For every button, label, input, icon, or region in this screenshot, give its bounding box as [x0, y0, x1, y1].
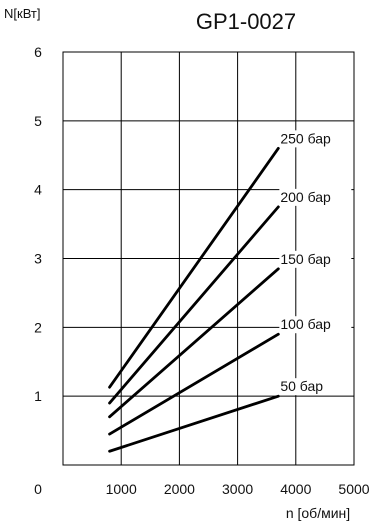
x-tick-labels: 1000 2000 3000 4000 5000 [106, 481, 370, 497]
series-line [108, 394, 280, 453]
y-tick-labels: 0 1 2 3 4 5 6 [34, 44, 42, 497]
x-tick-label: 2000 [164, 481, 195, 497]
series-label: 100 бар [280, 316, 331, 332]
series-lines [108, 146, 280, 453]
y-axis-label: N[кВт] [4, 6, 41, 21]
grid [63, 52, 354, 465]
series-label-background [279, 250, 352, 268]
series-line [108, 146, 280, 389]
plot-frame [62, 51, 355, 466]
y-tick-label: 1 [34, 388, 42, 404]
series-label: 50 бар [280, 378, 323, 394]
series-labels: 250 бар 200 бар 150 бар 100 бар 50 бар [279, 130, 352, 396]
y-tick-label: 4 [34, 182, 42, 198]
x-tick-label: 3000 [222, 481, 253, 497]
series-label-background [279, 316, 352, 334]
y-tick-label: 6 [34, 44, 42, 60]
x-axis-label: n [об/мин] [286, 505, 350, 521]
series-label: 250 бар [280, 130, 331, 146]
x-tick-label: 4000 [280, 481, 311, 497]
chart-title: GP1-0027 [196, 9, 296, 34]
series-line [108, 332, 280, 436]
x-tick-label: 5000 [338, 481, 369, 497]
series-label-background [279, 378, 352, 396]
y-tick-label: 3 [34, 251, 42, 267]
series-line [108, 267, 280, 419]
y-tick-label: 2 [34, 319, 42, 335]
x-tick-label: 1000 [106, 481, 137, 497]
series-label-background [279, 188, 352, 206]
series-label-background [279, 130, 352, 148]
y-tick-label: 0 [34, 481, 42, 497]
y-tick-label: 5 [34, 113, 42, 129]
series-label: 150 бар [280, 251, 331, 267]
series-label: 200 бар [280, 189, 331, 205]
series-line [108, 205, 280, 405]
